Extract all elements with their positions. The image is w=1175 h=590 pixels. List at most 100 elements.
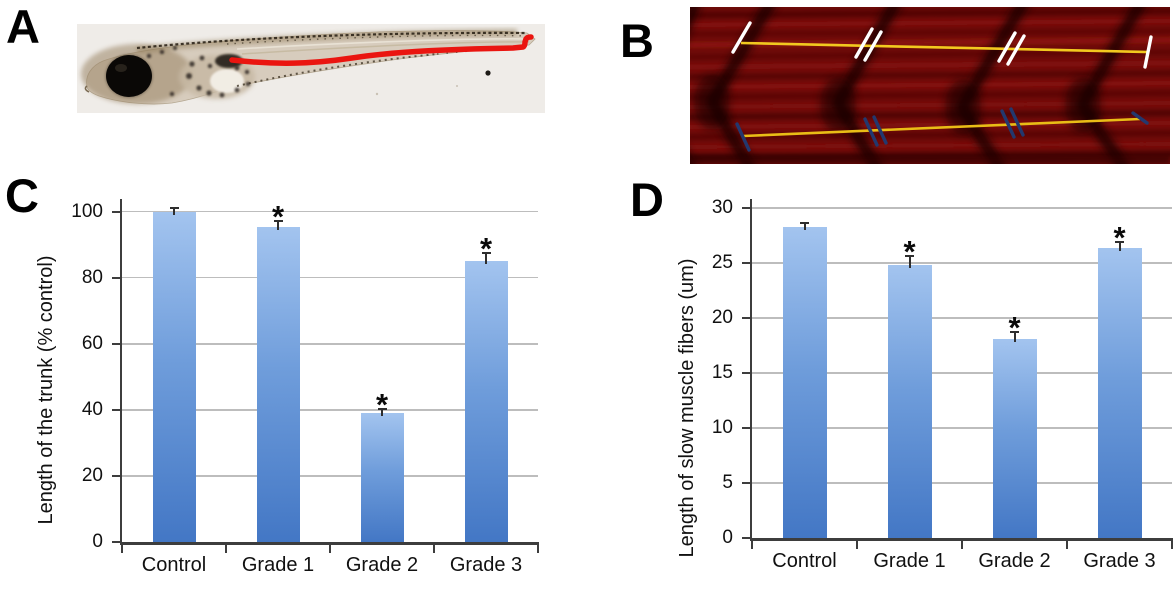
error-bar-cap: [273, 220, 283, 223]
y-gridline: [752, 317, 1172, 319]
y-axis-tick: [111, 409, 120, 411]
y-axis-tick-label: 25: [711, 252, 733, 273]
bar: [1097, 247, 1142, 538]
significance-asterisk: *: [375, 386, 389, 422]
category-label: Grade 1: [241, 554, 315, 576]
category-label: Control: [772, 550, 837, 572]
y-axis-tick-label: 0: [92, 531, 103, 552]
category-label: Grade 2: [978, 550, 1051, 572]
significance-asterisk: *: [271, 199, 285, 235]
y-axis-tick: [741, 482, 750, 484]
error-bar-whisker: [803, 222, 806, 230]
y-axis-tick: [111, 541, 120, 543]
dorsal-pigment-stripe: [136, 31, 528, 50]
error-bar-whisker: [485, 253, 487, 265]
significance-asterisk: *: [1008, 310, 1021, 346]
x-axis-tick: [856, 540, 858, 549]
y-axis-tick-label: 10: [711, 417, 733, 438]
x-axis-line: [119, 542, 539, 545]
y-axis-tick-label: 20: [711, 307, 733, 328]
panel-letter-a: A: [6, 0, 40, 53]
muscle-fiber-length-chart: 0 5 10 15 20 25 30 Control * Grade 1 * Grade 2 * Grad…: [712, 197, 1173, 572]
error-bar-cap: [1115, 241, 1124, 244]
navy-tick-marks: [735, 107, 1149, 152]
muscle-fibers-photo: [690, 7, 1170, 164]
y-axis-tick: [741, 537, 750, 539]
significance-asterisk: *: [1113, 220, 1126, 256]
error-bar-cap: [377, 407, 387, 410]
upper-measurement-line: [740, 41, 1149, 54]
fish-eye: [105, 54, 153, 98]
error-bar-cap: [481, 252, 491, 254]
chevron-shadows: [694, 74, 1101, 135]
bar: [464, 261, 508, 542]
category-label: Grade 2: [345, 554, 419, 576]
panel-letter-c: C: [5, 169, 39, 222]
y-gridline: [122, 343, 538, 345]
zebrafish-larva-photo: [77, 24, 545, 113]
error-bar-cap: [169, 206, 179, 209]
error-bar-whisker: [173, 207, 175, 215]
x-axis-tick: [225, 544, 227, 553]
category-label: Grade 1: [873, 550, 946, 572]
y-axis-tick-label: 40: [81, 398, 103, 420]
y-axis-tick: [111, 475, 120, 477]
x-axis-tick: [961, 540, 963, 549]
y-gridline: [122, 409, 538, 411]
white-tick-marks: [731, 21, 1153, 69]
y-axis-tick: [741, 207, 750, 209]
y-gridline: [122, 211, 538, 213]
swim-bladder: [215, 54, 243, 68]
y-gridline: [752, 207, 1172, 209]
y-axis-tick: [111, 343, 120, 345]
y-axis-tick-label: 60: [81, 332, 103, 354]
error-bar-whisker: [1013, 332, 1016, 342]
y-axis-tick-label: 5: [722, 472, 733, 493]
fish-mouth: [84, 85, 90, 93]
error-bar-whisker: [908, 256, 911, 269]
significance-asterisk: *: [479, 231, 493, 266]
y-axis-tick-label: 30: [711, 197, 733, 218]
category-label: Grade 3: [449, 554, 523, 576]
x-axis-tick: [1066, 540, 1068, 549]
panel-letter-d: D: [630, 173, 664, 226]
trunk-length-chart: 0 20 40 60 80 100 Control * Grade 1 * Grade 2 * Grad…: [71, 199, 539, 576]
x-axis-line: [749, 538, 1173, 541]
error-bar-whisker: [277, 221, 279, 230]
x-axis-tick: [121, 544, 123, 553]
y-axis-tick-label: 80: [81, 266, 103, 288]
error-bar-cap: [1010, 331, 1019, 334]
error-bar-whisker: [1118, 242, 1121, 251]
y-axis-tick-label: 15: [711, 362, 733, 383]
debris-speck: [485, 70, 491, 76]
y-axis-line: [119, 199, 122, 542]
x-axis-tick: [1171, 540, 1173, 549]
bar: [152, 211, 196, 542]
y-gridline: [752, 262, 1172, 264]
bar: [992, 338, 1037, 538]
bar: [782, 226, 827, 538]
trunk-trace-line: [229, 34, 534, 66]
y-axis-tick-label: 100: [71, 200, 103, 222]
measurement-lines: [731, 21, 1153, 152]
y-axis-tick: [741, 317, 750, 319]
y-gridline: [752, 427, 1172, 429]
y-gridline: [752, 372, 1172, 374]
y-gridline: [752, 482, 1172, 484]
error-bar-cap: [800, 221, 809, 224]
significance-asterisk: *: [903, 234, 916, 270]
lower-measurement-line: [742, 117, 1141, 138]
y-axis-tick-label: 20: [81, 464, 103, 486]
y-axis-tick: [111, 276, 120, 279]
x-axis-tick: [537, 544, 539, 553]
error-bar-cap: [905, 255, 914, 258]
x-axis-tick: [433, 544, 435, 553]
error-bar-whisker: [381, 408, 383, 417]
bar: [256, 226, 300, 542]
y-axis-tick: [741, 372, 750, 374]
category-label: Control: [141, 554, 207, 576]
y-axis-tick: [741, 427, 750, 429]
bar: [887, 265, 932, 538]
y-axis-tick: [111, 210, 120, 213]
